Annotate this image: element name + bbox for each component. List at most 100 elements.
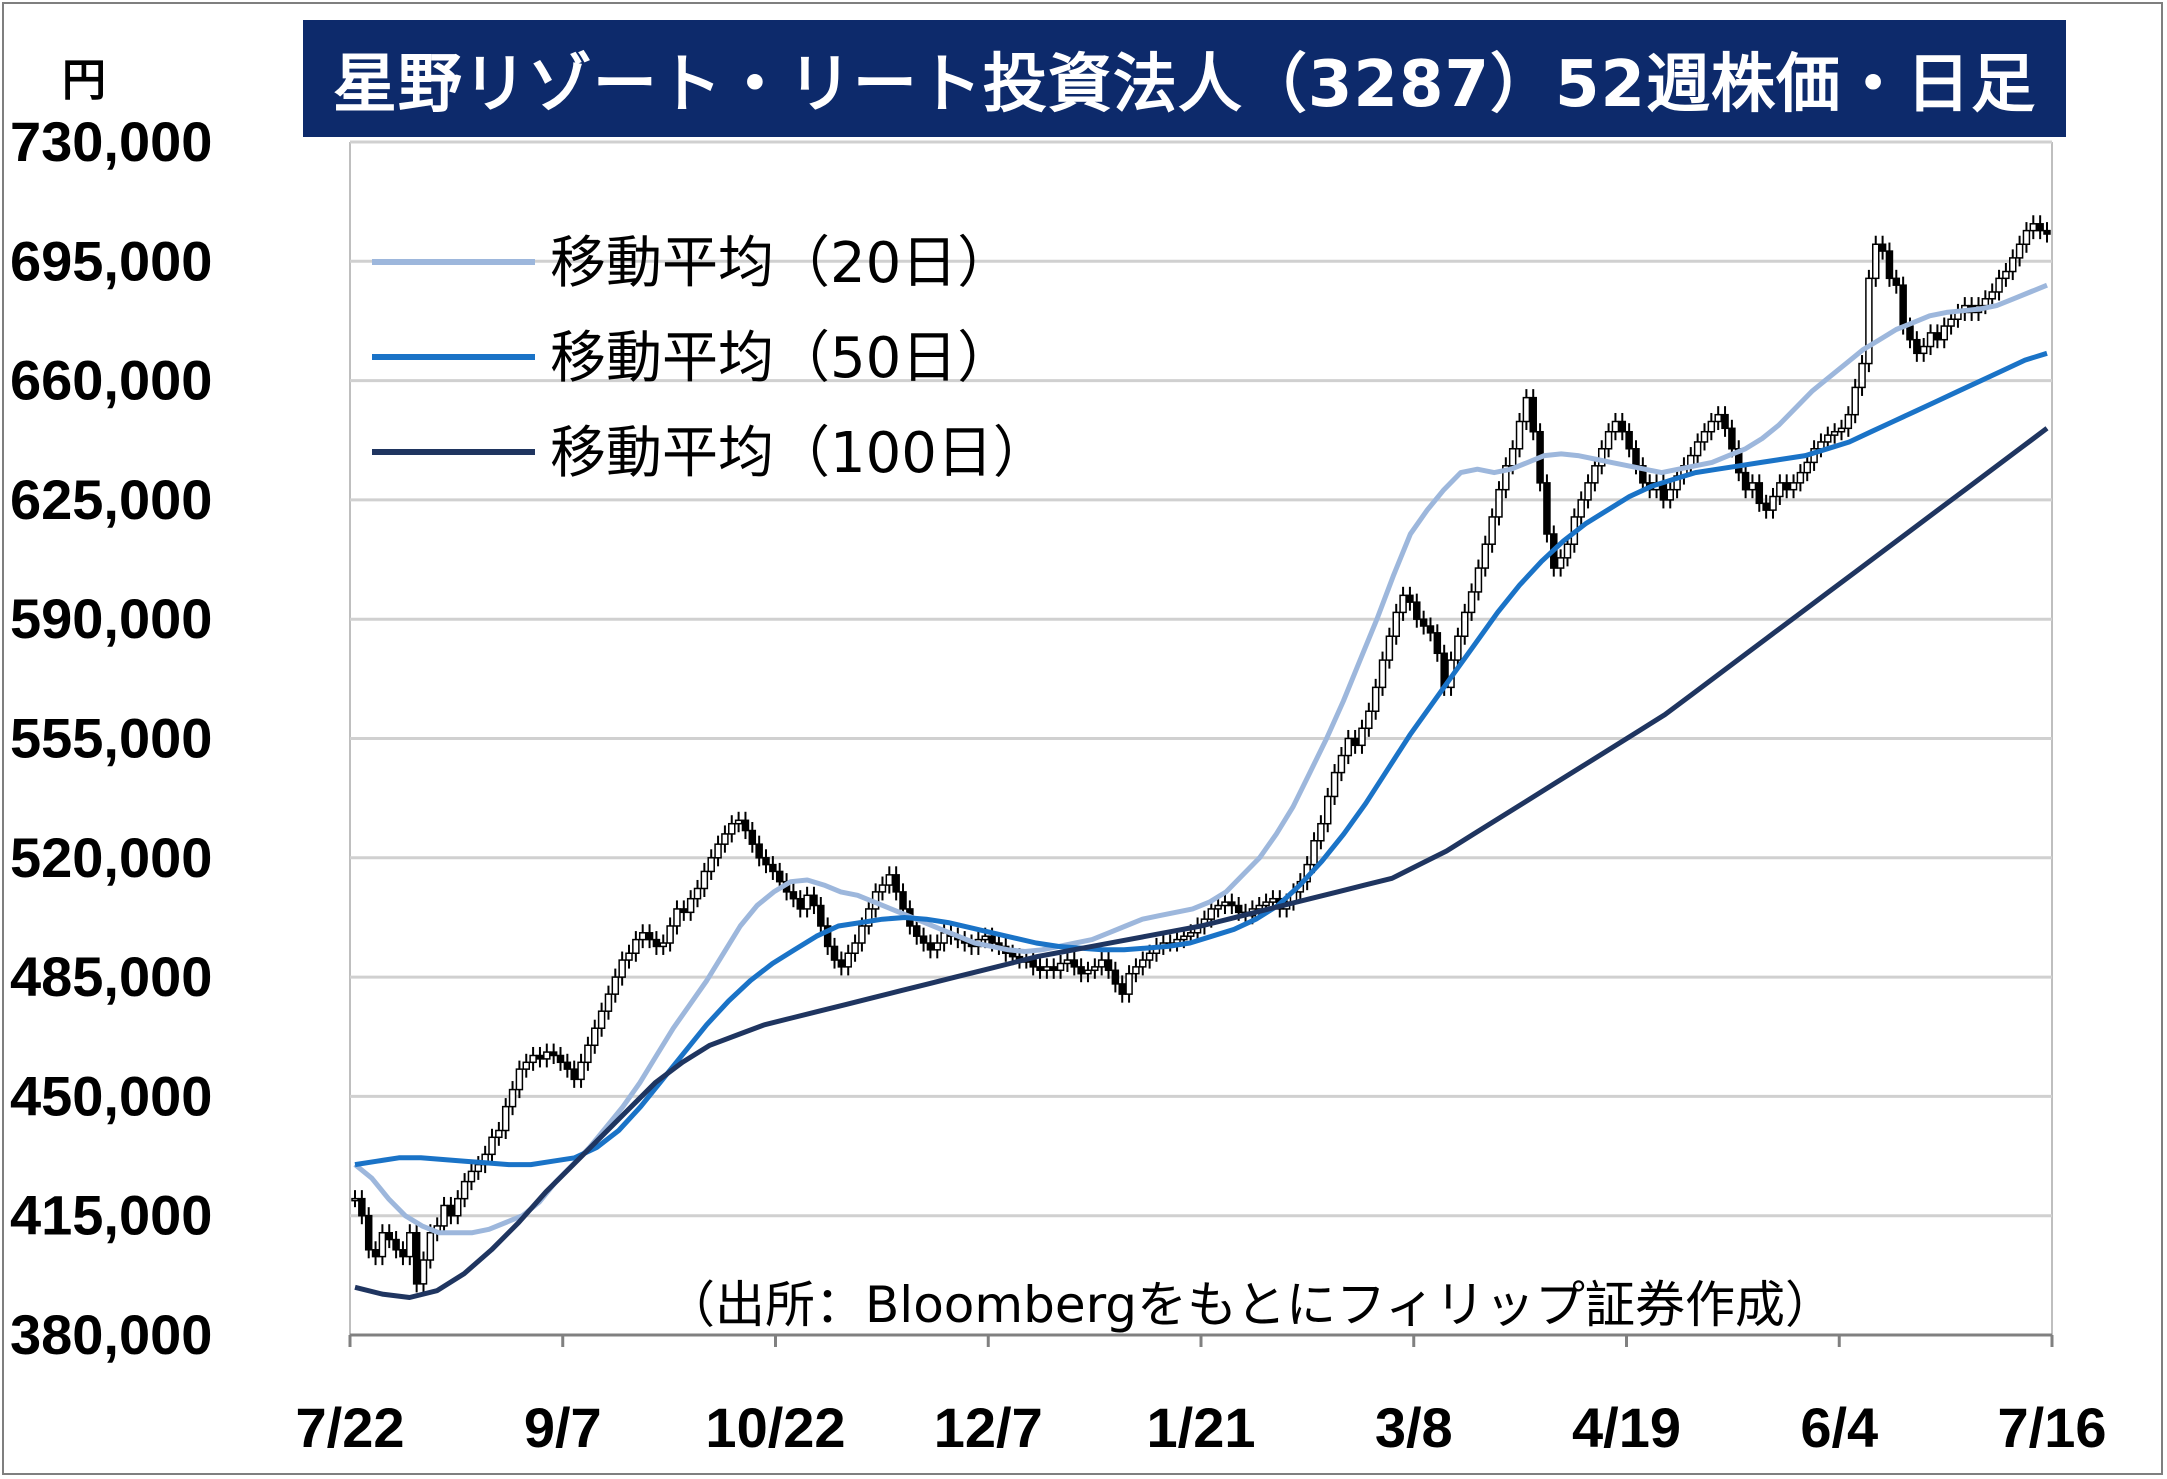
candle-body	[830, 945, 839, 961]
candle-body	[1460, 611, 1469, 637]
candle-body	[556, 1054, 565, 1064]
candle-body	[638, 932, 647, 941]
candle-body	[1413, 601, 1421, 620]
candle-body	[1008, 952, 1017, 958]
candle-body	[899, 891, 907, 910]
y-tick-label: 730,000	[10, 110, 212, 173]
candle-body	[2008, 257, 2017, 273]
candle-body	[673, 908, 681, 927]
x-tick-label: 3/8	[1375, 1396, 1453, 1459]
candle-body	[584, 1044, 592, 1064]
moving-average-lines	[353, 282, 2049, 1300]
candle-body	[741, 819, 750, 832]
candle-body	[351, 1197, 359, 1202]
candle-body	[1234, 904, 1243, 914]
candle-body	[680, 908, 688, 914]
candle-body	[399, 1249, 407, 1258]
candle-body	[1981, 298, 1990, 307]
candle-body	[1803, 461, 1811, 474]
candle-body	[721, 833, 729, 845]
y-tick-label: 660,000	[10, 349, 212, 412]
y-tick-label: 450,000	[10, 1064, 212, 1127]
candle-body	[981, 935, 989, 941]
candle-body	[419, 1259, 428, 1285]
candle-body	[1454, 635, 1462, 661]
candle-body	[1755, 482, 1764, 505]
candle-body	[817, 904, 825, 927]
candle-body	[1700, 430, 1709, 443]
candle-body	[933, 942, 942, 951]
candle-body	[1385, 635, 1394, 661]
candle-body	[2015, 243, 2024, 259]
ma-line-0	[353, 282, 2048, 1236]
candle-body	[1789, 482, 1798, 491]
y-axis-ticks: 730,000 695,000 660,000 625,000 590,000 555,0…	[10, 110, 212, 1366]
candle-body	[1351, 737, 1359, 747]
candle-body	[522, 1061, 531, 1070]
candle-body	[1933, 332, 1942, 341]
candle-body	[1344, 737, 1353, 757]
candle-body	[1467, 591, 1476, 614]
candle-body	[919, 935, 928, 944]
candle-body	[1543, 482, 1551, 535]
candle-body	[1885, 250, 1894, 280]
candle-body	[529, 1054, 537, 1064]
candle-body	[1419, 618, 1428, 627]
candle-body	[823, 925, 832, 948]
candle-body	[700, 870, 709, 890]
candle-body	[549, 1051, 558, 1057]
candle-body	[1378, 659, 1387, 689]
candle-body	[1707, 420, 1716, 433]
candle-body	[1036, 966, 1044, 972]
candle-body	[1180, 935, 1188, 941]
candle-body	[1132, 966, 1140, 975]
candle-body	[1365, 710, 1373, 730]
candle-body	[1049, 966, 1058, 972]
candle-body	[645, 932, 654, 941]
candle-body	[1145, 952, 1154, 961]
candle-body	[1734, 448, 1743, 474]
candle-body	[693, 887, 702, 900]
candle-body	[1851, 386, 1859, 416]
candle-body	[1584, 482, 1592, 501]
candle-body	[858, 925, 866, 944]
candle-body	[666, 925, 674, 944]
candle-body	[591, 1027, 599, 1047]
candle-body	[940, 932, 948, 944]
chart-title: 星野リゾート・リート投資法人（3287）52週株価・日足	[303, 20, 2066, 137]
candle-body	[1796, 471, 1805, 484]
candle-body	[734, 819, 743, 825]
candle-body	[1782, 482, 1791, 491]
candle-body	[632, 938, 640, 954]
candle-body	[652, 938, 661, 948]
candle-body	[755, 843, 763, 859]
candle-body	[358, 1197, 366, 1217]
candle-body	[1392, 611, 1400, 637]
y-tick-label: 590,000	[10, 587, 212, 650]
candle-body	[803, 894, 811, 910]
candle-body	[378, 1231, 387, 1258]
candle-body	[1776, 482, 1784, 498]
candle-body	[707, 857, 715, 873]
legend: 移動平均（20日） 移動平均（50日） 移動平均（100日）	[372, 231, 1049, 486]
candle-body	[1748, 482, 1757, 491]
candle-body	[714, 843, 722, 859]
candle-body	[392, 1238, 400, 1251]
candle-body	[1104, 959, 1113, 972]
legend-label: 移動平均（20日）	[550, 231, 1013, 296]
candle-body	[844, 952, 852, 968]
candle-body	[604, 993, 613, 1012]
candle-body	[851, 942, 859, 954]
candle-body	[488, 1136, 496, 1156]
candle-body	[2043, 229, 2051, 235]
x-tick-label: 10/22	[705, 1396, 845, 1459]
candle-body	[412, 1231, 421, 1285]
candle-body	[1556, 557, 1565, 569]
candle-body	[508, 1088, 517, 1108]
candle-body	[1323, 795, 1332, 825]
candle-body	[1269, 897, 1277, 903]
candle-body	[1844, 413, 1853, 430]
candle-body	[1769, 495, 1777, 511]
candle-body	[501, 1105, 510, 1132]
